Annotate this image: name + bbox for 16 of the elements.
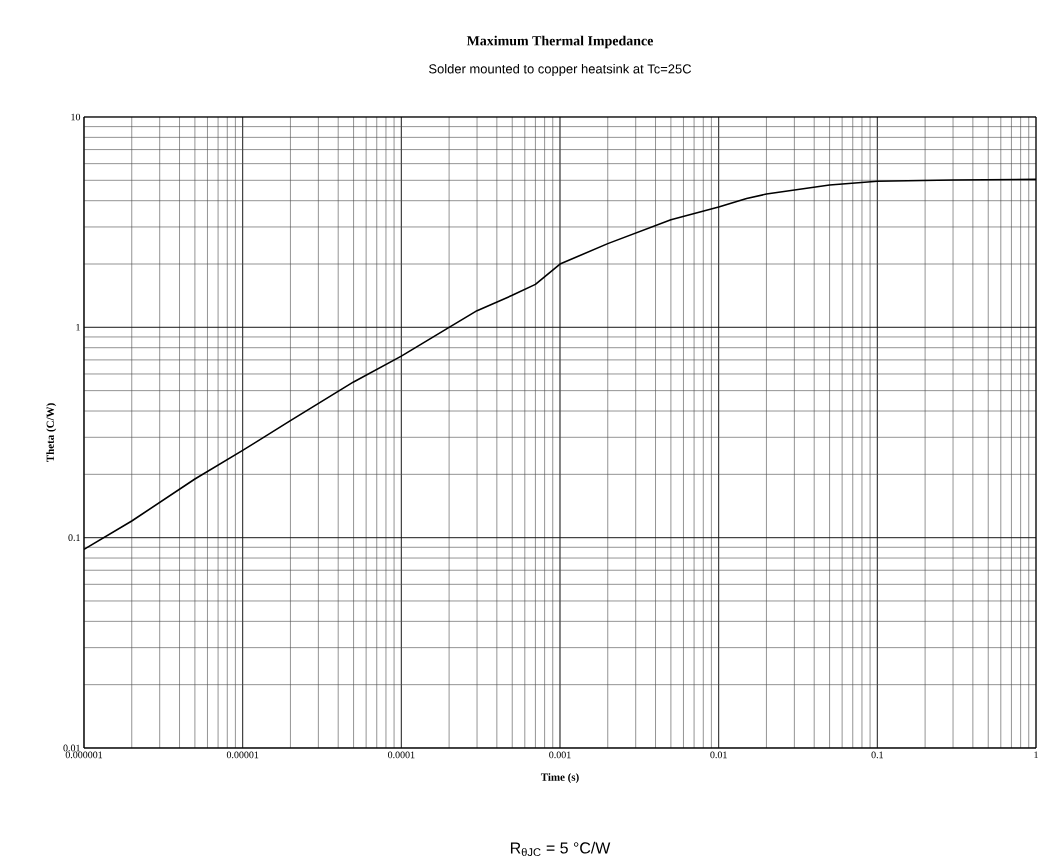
x-tick-label: 0.1 — [871, 751, 883, 759]
x-tick-label: 0.01 — [710, 751, 727, 759]
y-tick-label: 0.01 — [63, 744, 80, 752]
x-tick-label: 0.00001 — [226, 751, 259, 759]
chart-title: Maximum Thermal Impedance — [466, 35, 654, 49]
y-tick-label: 0.1 — [68, 534, 80, 542]
x-tick-label: 1 — [1034, 751, 1038, 759]
y-tick-label: 10 — [71, 113, 81, 121]
x-tick-label: 0.001 — [549, 751, 571, 759]
x-tick-label: 0.0001 — [388, 751, 415, 759]
x-tick-label: 0.000001 — [65, 751, 103, 759]
text: R$_{θJC}$ = 5 °C/W — [510, 841, 611, 857]
chart-subtitle: Solder mounted to copper heatsink at Tc=25C — [429, 63, 692, 77]
y-axis-title: Theta (C/W) — [46, 403, 57, 462]
y-tick-label: 1 — [76, 324, 80, 331]
x-axis-title: Time (s) — [540, 773, 579, 784]
